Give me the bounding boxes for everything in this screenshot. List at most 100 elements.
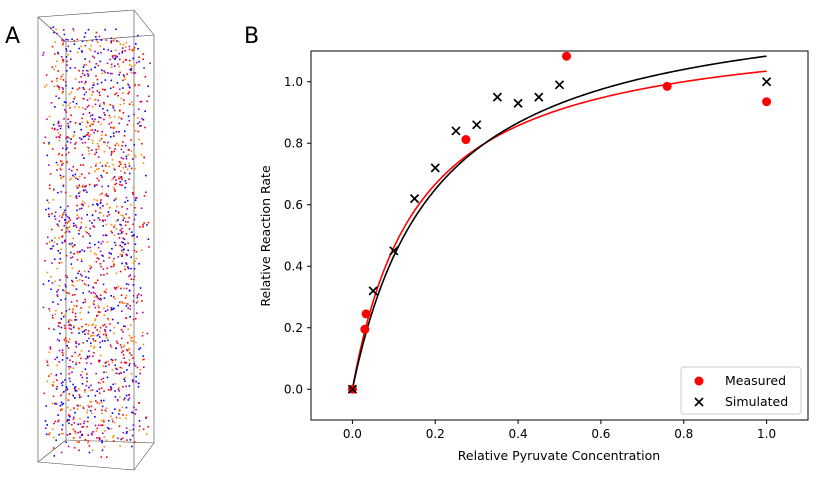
particle bbox=[82, 70, 84, 72]
particle bbox=[82, 204, 84, 207]
particle bbox=[141, 117, 143, 120]
particle bbox=[77, 51, 79, 54]
particle bbox=[78, 394, 81, 396]
particle bbox=[125, 414, 128, 417]
particle bbox=[64, 218, 66, 221]
particle bbox=[109, 309, 112, 312]
particle bbox=[132, 340, 134, 342]
particle bbox=[115, 340, 118, 343]
particle bbox=[71, 371, 73, 373]
particle bbox=[121, 300, 123, 303]
particle bbox=[85, 357, 87, 360]
particle bbox=[114, 390, 116, 392]
particle bbox=[63, 101, 66, 103]
particle bbox=[95, 324, 97, 327]
particle bbox=[131, 445, 133, 448]
particle bbox=[86, 99, 89, 101]
particle bbox=[113, 65, 116, 67]
particle bbox=[70, 328, 72, 330]
particle bbox=[127, 307, 129, 309]
particle bbox=[60, 407, 63, 410]
particle bbox=[142, 355, 145, 357]
particle bbox=[112, 164, 115, 166]
particle bbox=[58, 152, 60, 155]
particle bbox=[72, 395, 75, 397]
particle bbox=[93, 226, 96, 228]
particle bbox=[64, 298, 67, 300]
x-tick-label: 0.8 bbox=[674, 427, 693, 441]
particle bbox=[83, 64, 86, 66]
particle bbox=[82, 164, 85, 166]
data-points bbox=[347, 51, 772, 394]
particle bbox=[94, 416, 96, 418]
particle bbox=[93, 296, 96, 298]
particle bbox=[120, 175, 123, 178]
particle bbox=[82, 235, 84, 238]
particle bbox=[143, 366, 145, 368]
particle bbox=[63, 324, 66, 327]
particle bbox=[67, 226, 70, 229]
particle bbox=[111, 369, 114, 371]
particle bbox=[96, 78, 99, 81]
particle bbox=[78, 388, 80, 390]
particle bbox=[93, 99, 96, 101]
particle bbox=[89, 115, 92, 117]
particle bbox=[130, 267, 132, 270]
particle bbox=[73, 293, 76, 296]
particle bbox=[66, 160, 68, 163]
particle bbox=[101, 439, 103, 442]
particle bbox=[114, 359, 117, 361]
particle bbox=[85, 63, 88, 66]
particle bbox=[70, 319, 73, 322]
particle bbox=[118, 386, 120, 389]
particle bbox=[137, 48, 139, 50]
particle bbox=[64, 109, 66, 111]
particle bbox=[81, 72, 84, 75]
particle bbox=[63, 290, 65, 292]
particle bbox=[70, 301, 73, 303]
particle bbox=[94, 98, 97, 101]
particle bbox=[71, 169, 73, 172]
particle bbox=[88, 183, 91, 186]
particle bbox=[48, 280, 50, 282]
particle bbox=[110, 37, 113, 40]
particle bbox=[65, 228, 67, 230]
particle bbox=[75, 277, 77, 279]
particle bbox=[101, 185, 103, 188]
particle bbox=[76, 408, 79, 410]
particle bbox=[47, 364, 49, 367]
particle bbox=[70, 263, 73, 265]
x-tick-label: 0.0 bbox=[343, 427, 362, 441]
particle bbox=[130, 139, 132, 141]
particle bbox=[71, 284, 74, 286]
particle bbox=[64, 314, 66, 316]
particle bbox=[65, 292, 68, 294]
particle bbox=[47, 236, 49, 239]
particle bbox=[99, 263, 102, 265]
particle bbox=[90, 49, 92, 52]
particle bbox=[110, 50, 113, 52]
particle bbox=[102, 215, 105, 217]
particle-cloud bbox=[42, 26, 151, 458]
particle bbox=[126, 73, 128, 75]
simulated-point-stroke bbox=[409, 193, 420, 204]
particle bbox=[85, 362, 88, 364]
particle bbox=[57, 135, 60, 138]
particle bbox=[131, 336, 133, 339]
particle bbox=[96, 427, 99, 430]
particle bbox=[134, 317, 137, 320]
particle bbox=[87, 121, 89, 124]
particle bbox=[74, 78, 77, 80]
particle bbox=[113, 150, 115, 153]
particle bbox=[100, 424, 102, 426]
particle bbox=[92, 347, 95, 349]
particle bbox=[88, 451, 91, 454]
particle bbox=[103, 390, 105, 392]
particle bbox=[111, 159, 114, 161]
particle bbox=[87, 311, 90, 314]
particle bbox=[117, 94, 119, 97]
particle bbox=[83, 283, 86, 285]
particle bbox=[133, 218, 136, 221]
particle bbox=[112, 57, 115, 59]
particle bbox=[107, 141, 109, 144]
